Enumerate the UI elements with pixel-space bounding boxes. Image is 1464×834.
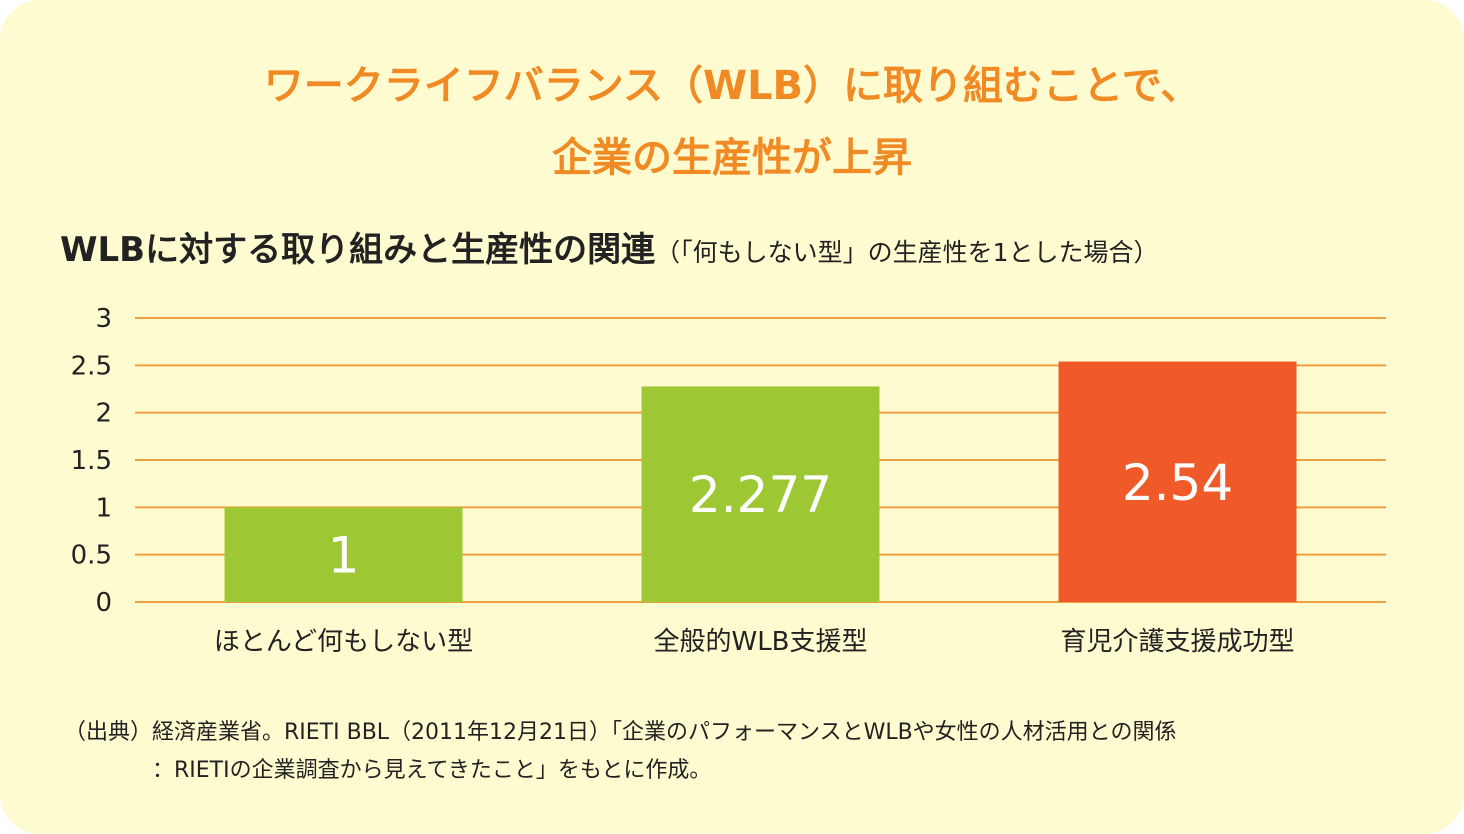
bar-value-label: 2.277 [689,466,832,524]
y-tick-label: 3 [95,304,112,334]
headline-line-2: 企業の生産性が上昇 [552,135,912,181]
bar [1058,361,1297,602]
source-line-1: （出典）経済産業省。RIETI BBL（2011年12月21日）「企業のパフォー… [64,720,1177,745]
y-tick-label: 1.5 [71,446,112,476]
chart-title: WLBに対する取り組みと生産性の関連 [60,230,656,270]
bar-value-label: 1 [328,527,360,585]
bar-value-label: 2.54 [1122,454,1233,512]
source-note: （出典）経済産業省。RIETI BBL（2011年12月21日）「企業のパフォー… [64,714,1176,790]
chart-note: （「何もしない型」の生産性を1とした場合） [655,238,1159,267]
y-tick-label: 0.5 [71,541,112,571]
y-tick-label: 2 [95,399,112,429]
y-tick-label: 2.5 [71,351,112,381]
category-label: 育児介護支援成功型 [1060,627,1294,657]
bar [224,507,463,602]
bar [641,386,880,602]
headline-line-1: ワークライフバランス（WLB）に取り組むことで、 [263,63,1201,109]
chart-subtitle: WLBに対する取り組みと生産性の関連（「何もしない型」の生産性を1とした場合） [60,222,1159,271]
source-line-2: ：RIETIの企業調査から見えてきたこと」をもとに作成。 [152,758,712,783]
y-tick-label: 0 [95,588,112,618]
category-label: 全般的WLB支援型 [653,627,867,657]
category-label: ほとんど何もしない型 [214,627,473,657]
y-tick-label: 1 [95,493,112,523]
